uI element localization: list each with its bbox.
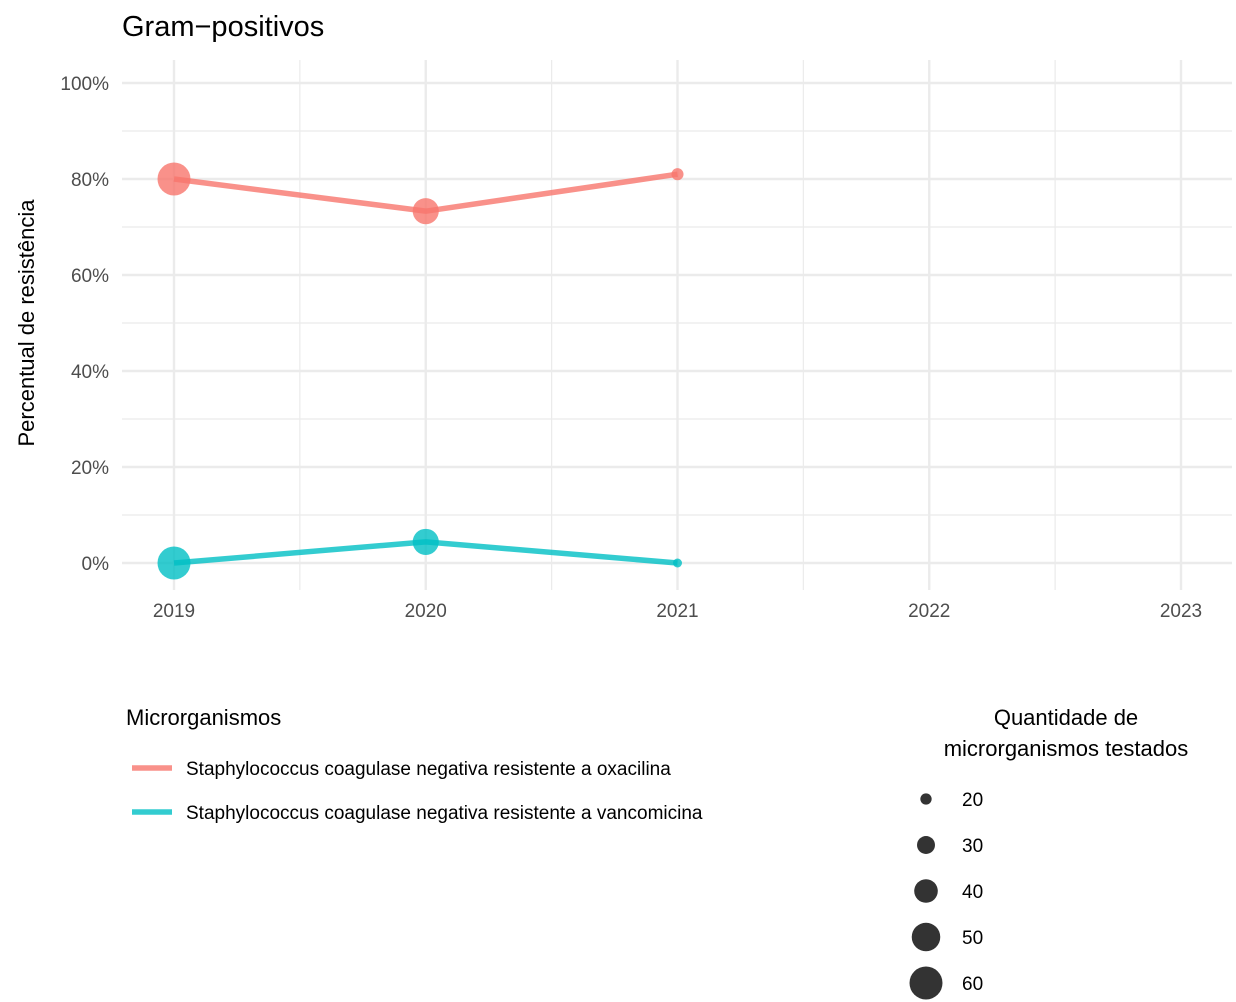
data-point bbox=[671, 168, 684, 181]
data-point bbox=[412, 198, 439, 225]
legend-label-1: Staphylococcus coagulase negativa resist… bbox=[186, 759, 671, 780]
size-legend-key bbox=[914, 879, 938, 903]
y-tick-label: 80% bbox=[71, 170, 109, 191]
data-point bbox=[412, 528, 439, 555]
size-legend-key bbox=[917, 836, 935, 854]
series-points bbox=[157, 162, 684, 580]
chart-title: Gram−positivos bbox=[122, 11, 324, 43]
x-tick-label: 2020 bbox=[405, 601, 447, 622]
gridlines bbox=[122, 60, 1232, 590]
y-tick-label: 20% bbox=[71, 458, 109, 479]
size-legend-key bbox=[909, 966, 943, 1000]
size-legend-key bbox=[920, 793, 932, 805]
legend-label-2: Staphylococcus coagulase negativa resist… bbox=[186, 803, 703, 824]
x-tick-label: 2022 bbox=[908, 601, 950, 622]
color-legend: Microrganismos Staphylococcus coagulase … bbox=[126, 705, 703, 824]
y-tick-label: 0% bbox=[82, 554, 110, 575]
data-point bbox=[157, 162, 191, 196]
x-tick-label: 2019 bbox=[153, 601, 195, 622]
x-axis-ticks: 2019 2020 2021 2022 2023 bbox=[153, 601, 1202, 622]
y-tick-label: 60% bbox=[71, 266, 109, 287]
size-legend-key bbox=[911, 922, 941, 952]
size-legend-label: 30 bbox=[962, 836, 983, 857]
y-axis-ticks: 0% 20% 40% 60% 80% 100% bbox=[60, 74, 109, 575]
data-point bbox=[157, 546, 191, 580]
data-point bbox=[673, 558, 682, 568]
y-tick-label: 40% bbox=[71, 362, 109, 383]
size-legend-title-line2: microrganismos testados bbox=[944, 736, 1189, 761]
x-tick-label: 2023 bbox=[1160, 601, 1202, 622]
y-tick-label: 100% bbox=[60, 74, 109, 95]
size-legend-label: 40 bbox=[962, 882, 983, 903]
size-legend-title-line1: Quantidade de bbox=[994, 705, 1138, 730]
size-legend: Quantidade de microrganismos testados 20… bbox=[909, 705, 1189, 1000]
size-legend-label: 50 bbox=[962, 928, 983, 949]
size-legend-label: 20 bbox=[962, 790, 983, 811]
color-legend-title: Microrganismos bbox=[126, 705, 281, 730]
y-axis-label: Percentual de resistência bbox=[14, 199, 39, 447]
x-tick-label: 2021 bbox=[656, 601, 698, 622]
size-legend-label: 60 bbox=[962, 974, 983, 995]
